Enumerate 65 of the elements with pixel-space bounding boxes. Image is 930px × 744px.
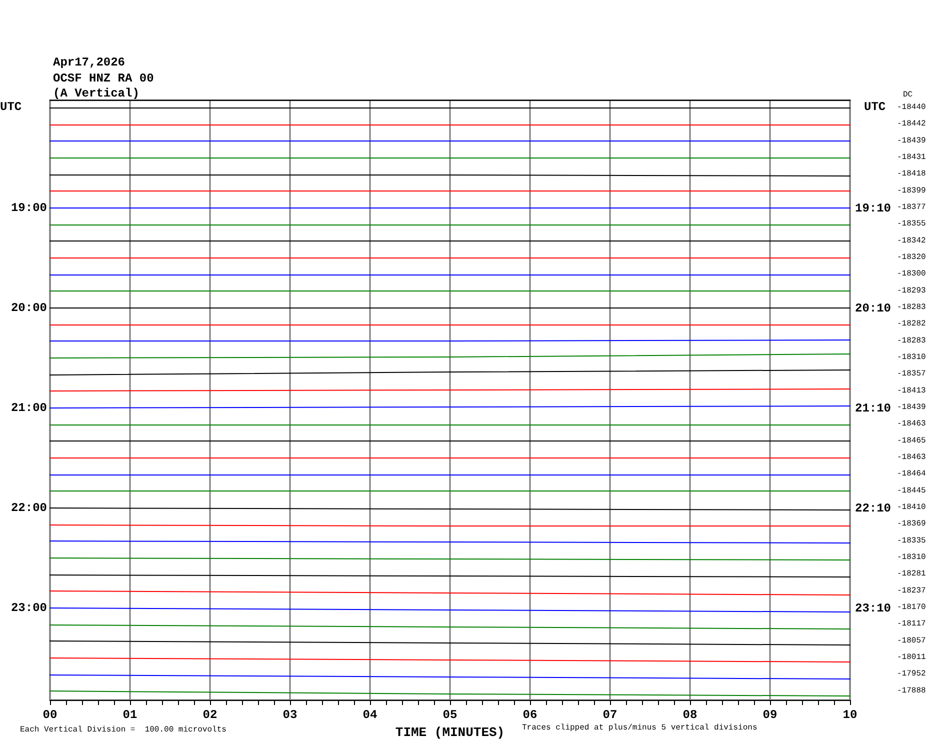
- text: -18282: [897, 320, 926, 329]
- y-tick-label: 23:00: [10, 601, 47, 615]
- text: -18320: [897, 253, 926, 262]
- x-tick-label: 09: [762, 708, 778, 722]
- y-tick-label: 21:00: [10, 401, 47, 415]
- text: -17888: [897, 686, 926, 696]
- text: -18463: [897, 453, 926, 462]
- text: -18413: [897, 386, 926, 396]
- text: -18355: [897, 220, 926, 229]
- x-tick-label: 07: [602, 708, 618, 722]
- x-tick-label: 00: [42, 708, 58, 722]
- y-axis-title: UTC: [0, 100, 22, 114]
- x-tick-label: 03: [282, 708, 298, 722]
- x-axis-title: TIME (MINUTES): [395, 724, 505, 740]
- text: DC: [903, 90, 913, 100]
- text: -18369: [897, 520, 926, 529]
- x-tick-label: 01: [122, 708, 138, 722]
- text: -18442: [897, 120, 926, 129]
- text: -18300: [897, 270, 926, 279]
- text: -18293: [897, 286, 926, 296]
- y-tick-label: 22:00: [10, 501, 47, 515]
- x-tick-label: 02: [202, 708, 218, 722]
- text: -18281: [897, 570, 926, 579]
- text: -18310: [897, 353, 926, 362]
- text: -18335: [897, 536, 926, 546]
- y2-tick-label: 21:10: [854, 402, 892, 416]
- text: -18431: [897, 153, 926, 162]
- text: -18418: [897, 170, 926, 179]
- y2-tick-label: 22:10: [854, 502, 892, 516]
- x-tick-label: 10: [842, 708, 858, 722]
- text: -18011: [897, 653, 926, 662]
- text: Traces clipped at plus/minus 5 vertical divisions: [522, 724, 758, 732]
- text: -18410: [897, 503, 926, 512]
- text: -18170: [897, 603, 926, 612]
- chart-title: Apr17,2026: [53, 56, 126, 70]
- x-tick-label: 05: [442, 708, 458, 722]
- y2-tick-label: 20:10: [854, 302, 892, 316]
- text: -18283: [897, 303, 926, 312]
- y-tick-label: 20:00: [10, 301, 47, 315]
- text: -18464: [897, 470, 926, 479]
- text: -18057: [897, 636, 926, 646]
- text: -18310: [897, 553, 926, 562]
- text: Each Vertical Division = 100.00 microvolts: [20, 726, 227, 734]
- text: -18357: [897, 370, 926, 379]
- text: -18283: [897, 336, 926, 346]
- y2-tick-label: 23:10: [854, 602, 892, 616]
- text: -18465: [897, 436, 926, 446]
- text: -18377: [897, 203, 926, 212]
- text: -18237: [897, 586, 926, 596]
- x-tick-label: 08: [682, 708, 698, 722]
- text: -18445: [897, 486, 926, 496]
- text: -18439: [897, 403, 926, 412]
- y2-axis-title: UTC: [864, 100, 886, 114]
- text: -18440: [897, 103, 926, 112]
- text: -18439: [897, 136, 926, 146]
- text: -18342: [897, 236, 926, 246]
- text: -18117: [897, 620, 926, 629]
- x-tick-label: 06: [522, 708, 538, 722]
- text: -18463: [897, 420, 926, 429]
- text: -18399: [897, 186, 926, 196]
- y2-tick-label: 19:10: [854, 202, 892, 216]
- chart-subtitle: OCSF HNZ RA 00 (A Vertical): [53, 72, 154, 100]
- x-tick-label: 04: [362, 708, 378, 722]
- text: -17952: [897, 670, 926, 679]
- y-tick-label: 19:00: [10, 201, 47, 215]
